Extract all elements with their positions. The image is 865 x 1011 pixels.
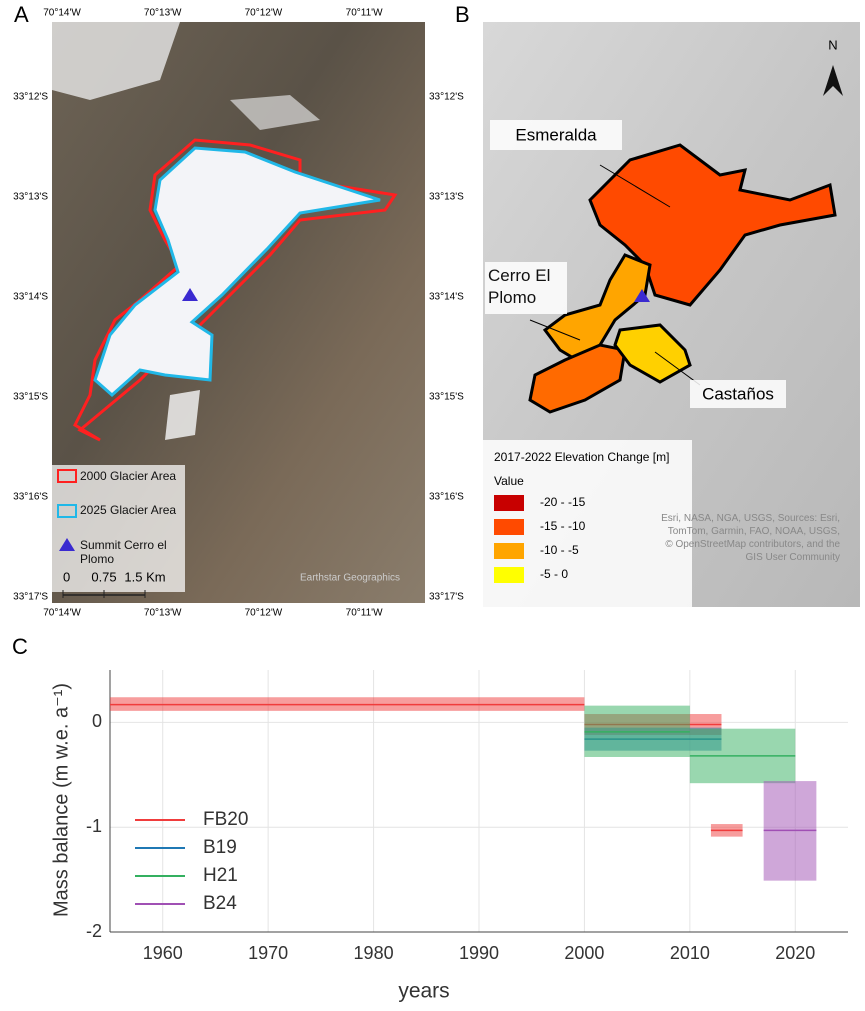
x-tick-label: 1970: [248, 943, 288, 963]
legend-swatch: [57, 469, 77, 483]
glacier-label: Castaños: [702, 384, 774, 403]
panel-letter: C: [12, 634, 28, 659]
lat-label: 33°13'S: [13, 192, 48, 203]
legend-label: -20 - -15: [540, 495, 586, 509]
legend-label: 2025 Glacier Area: [80, 503, 177, 517]
lat-label: 33°12'S: [429, 92, 464, 103]
lat-label: 33°17'S: [13, 592, 48, 603]
scale-label: 0: [63, 569, 70, 584]
scale-label: 0.75: [91, 569, 116, 584]
legend-subtitle: Value: [494, 474, 524, 488]
y-tick-label: 0: [92, 711, 102, 731]
leader-line: [529, 319, 581, 341]
lat-label: 33°17'S: [429, 592, 464, 603]
legend-label: Summit Cerro el Plomo: [80, 538, 167, 566]
north-arrow: [823, 65, 843, 96]
lon-label: 70°14'W: [43, 8, 81, 19]
x-tick-label: 2010: [670, 943, 710, 963]
lat-label: 33°15'S: [13, 392, 48, 403]
legend-label: FB20: [203, 809, 248, 830]
summit-marker: [634, 289, 650, 302]
lon-label: 70°14'W: [43, 608, 81, 619]
snow-patch: [230, 95, 320, 130]
legend-label: -15 - -10: [540, 519, 586, 533]
x-tick-label: 1990: [459, 943, 499, 963]
lon-label: 70°11'W: [346, 8, 383, 19]
snow-patch: [52, 22, 180, 100]
lat-label: 33°14'S: [429, 292, 464, 303]
label-box: [485, 262, 567, 314]
legend-label: -10 - -5: [540, 543, 579, 557]
legend-swatch: [494, 543, 524, 559]
glacier-label: Cerro El Plomo: [488, 266, 551, 307]
lat-label: 33°14'S: [13, 292, 48, 303]
y-tick-label: -2: [86, 921, 102, 941]
legend-swatch: [494, 567, 524, 583]
legend-label: B24: [203, 893, 237, 914]
map-a-legend-box: [52, 465, 185, 592]
legend-label: 2000 Glacier Area: [80, 469, 177, 483]
y-tick-label: -1: [86, 816, 102, 836]
legend-label: -5 - 0: [540, 567, 568, 581]
x-axis-label: years: [398, 980, 449, 1003]
legend-label: H21: [203, 865, 238, 886]
attribution: Esri, NASA, NGA, USGS, Sources: Esri, To…: [661, 513, 840, 563]
lon-label: 70°12'W: [245, 608, 283, 619]
lon-label: 70°13'W: [144, 8, 182, 19]
label-box: [490, 120, 622, 150]
lat-label: 33°12'S: [13, 92, 48, 103]
lon-label: 70°13'W: [144, 608, 182, 619]
x-tick-label: 1980: [354, 943, 394, 963]
lower-glacier: [528, 343, 627, 414]
legend-swatch: [494, 519, 524, 535]
lat-label: 33°15'S: [429, 392, 464, 403]
lon-label: 70°12'W: [245, 8, 283, 19]
leader-line: [654, 351, 701, 386]
x-tick-label: 2000: [564, 943, 604, 963]
glacier-label: Esmeralda: [515, 125, 597, 144]
panel-letter: A: [14, 2, 29, 27]
scale-label: 1.5 Km: [124, 569, 165, 584]
legend-title: 2017-2022 Elevation Change [m]: [494, 450, 669, 464]
attribution: Earthstar Geographics: [300, 573, 400, 584]
lon-label: 70°11'W: [346, 608, 383, 619]
glacier-2025: [93, 146, 381, 398]
x-tick-label: 2020: [775, 943, 815, 963]
lat-label: 33°16'S: [429, 492, 464, 503]
legend-label: B19: [203, 837, 237, 858]
north-label: N: [828, 37, 837, 52]
legend-swatch: [494, 495, 524, 511]
legend-swatch: [57, 504, 77, 518]
castanos-glacier: [613, 323, 692, 384]
panel-letter: B: [455, 2, 470, 27]
snow-patch: [165, 390, 200, 440]
lat-label: 33°13'S: [429, 192, 464, 203]
label-box: [690, 380, 786, 408]
lat-label: 33°16'S: [13, 492, 48, 503]
legend-swatch: [59, 538, 75, 551]
x-tick-label: 1960: [143, 943, 183, 963]
summit-marker: [182, 288, 198, 301]
leader-line: [599, 164, 671, 208]
y-axis-label: Mass balance (m w.e. a⁻¹): [50, 683, 72, 917]
